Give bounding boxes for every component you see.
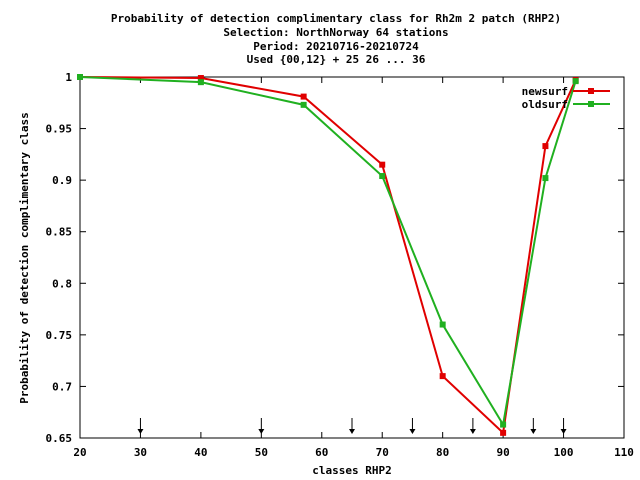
x-axis: 20 30 40 50 60 70 80 90 100 110 xyxy=(73,77,634,459)
y-tick-label: 1 xyxy=(65,71,72,84)
x-axis-label: classes RHP2 xyxy=(312,464,391,477)
data-point xyxy=(300,93,307,100)
x-tick-label: 80 xyxy=(436,446,449,459)
x-tick-label: 100 xyxy=(554,446,574,459)
class-arrow xyxy=(137,418,144,434)
legend-label: oldsurf xyxy=(522,98,568,111)
y-tick-label: 0.8 xyxy=(52,277,72,290)
series-layer xyxy=(77,74,579,436)
chart-title: Probability of detection complimentary c… xyxy=(111,12,561,66)
y-tick-label: 0.65 xyxy=(46,432,73,445)
y-axis-label: Probability of detection complimentary c… xyxy=(18,112,31,403)
x-tick-label: 50 xyxy=(255,446,268,459)
data-point xyxy=(197,79,204,86)
x-tick-label: 60 xyxy=(315,446,328,459)
class-arrow xyxy=(469,418,476,434)
data-point xyxy=(439,321,446,328)
title-line-1: Probability of detection complimentary c… xyxy=(111,12,561,25)
legend-label: newsurf xyxy=(522,85,568,98)
x-tick-label: 110 xyxy=(614,446,634,459)
y-tick-label: 0.7 xyxy=(52,380,72,393)
y-tick-label: 0.9 xyxy=(52,174,72,187)
y-tick-label: 0.95 xyxy=(46,123,73,136)
data-point xyxy=(500,421,507,428)
data-point xyxy=(300,101,307,108)
title-line-3: Period: 20210716-20210724 xyxy=(253,40,419,53)
data-point xyxy=(500,429,507,436)
series-line xyxy=(79,76,577,435)
legend-entry-newsurf: newsurf xyxy=(522,85,610,98)
class-arrow xyxy=(409,418,416,434)
x-tick-label: 90 xyxy=(496,446,509,459)
x-tick-label: 20 xyxy=(73,446,86,459)
class-arrow xyxy=(258,418,265,434)
series-line xyxy=(79,76,577,428)
plot-frame xyxy=(79,76,625,439)
data-point xyxy=(542,143,549,150)
series-oldsurf xyxy=(77,74,579,428)
x-tick-label: 70 xyxy=(376,446,389,459)
class-arrows xyxy=(137,418,567,434)
x-tick-label: 40 xyxy=(194,446,207,459)
series-newsurf xyxy=(77,74,579,436)
y-axis: 0.65 0.7 0.75 0.8 0.85 0.9 0.95 1 xyxy=(46,71,624,445)
legend-swatch-marker xyxy=(588,88,594,94)
data-point xyxy=(197,75,204,82)
data-point xyxy=(439,373,446,380)
legend-entry-oldsurf: oldsurf xyxy=(522,98,610,111)
data-point xyxy=(542,175,549,182)
data-point xyxy=(77,74,83,80)
class-arrow xyxy=(349,418,355,434)
title-line-4: Used {00,12} + 25 26 ... 36 xyxy=(247,53,426,66)
x-tick-label: 30 xyxy=(134,446,147,459)
data-point xyxy=(379,161,386,168)
y-tick-label: 0.85 xyxy=(46,226,73,239)
data-point xyxy=(379,173,386,180)
legend-swatch-marker xyxy=(588,101,594,107)
class-arrow xyxy=(560,418,567,434)
class-arrow xyxy=(530,418,537,434)
y-tick-label: 0.75 xyxy=(46,329,73,342)
title-line-2: Selection: NorthNorway 64 stations xyxy=(223,26,448,39)
data-point xyxy=(572,78,579,85)
